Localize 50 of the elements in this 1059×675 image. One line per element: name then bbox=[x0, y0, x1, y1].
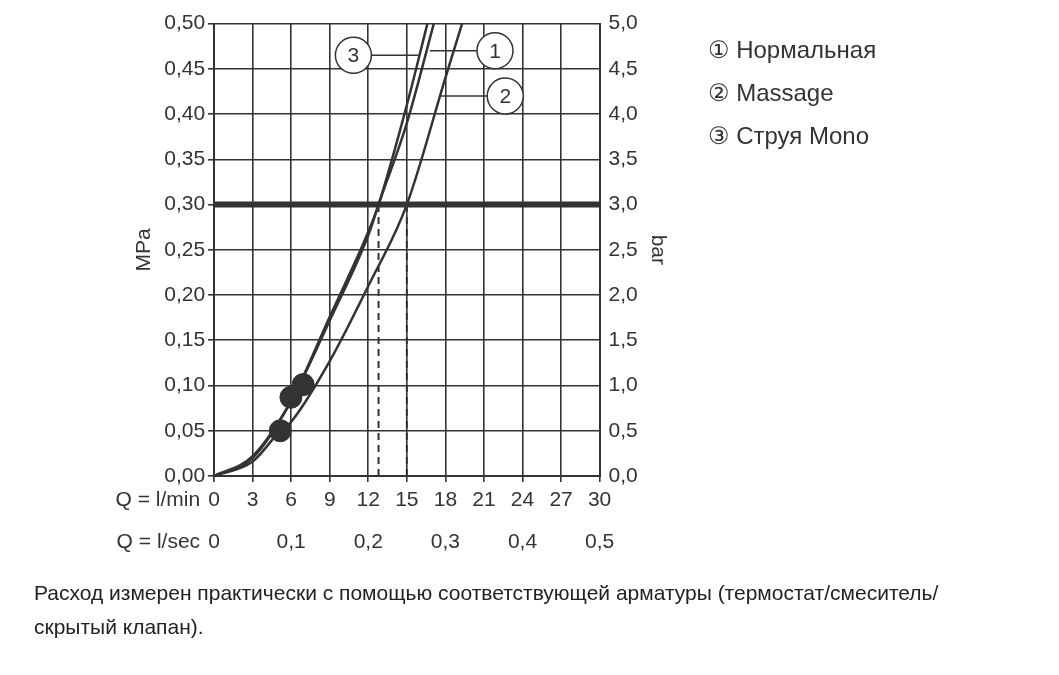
y2-tick-label: 4,5 bbox=[608, 55, 638, 79]
x2-tick-label: 0,5 bbox=[585, 528, 615, 552]
annotation: 1 bbox=[489, 38, 501, 62]
x-tick-label: 21 bbox=[472, 486, 496, 510]
x2-tick-label: 0 bbox=[208, 528, 220, 552]
x-tick-label: 12 bbox=[356, 486, 380, 510]
y2-tick-label: 0,0 bbox=[608, 462, 638, 486]
x-tick-label: 24 bbox=[510, 486, 535, 510]
y2-tick-label: 5,0 bbox=[608, 10, 638, 34]
x2-tick-label: 0,3 bbox=[430, 528, 460, 552]
y-tick-label: 0,35 bbox=[164, 146, 206, 170]
y2-tick-label: 2,5 bbox=[608, 236, 638, 260]
x-tick-label: 30 bbox=[587, 486, 612, 510]
text: ③ Струя Mono bbox=[708, 121, 870, 151]
y2-tick-label: 0,5 bbox=[608, 417, 638, 441]
text: Расход измерен практически с помощью соответствующей арматуры (термостат/смеситель/скрытый клапан). bbox=[33, 580, 940, 640]
x-tick-label: 27 bbox=[549, 486, 573, 510]
y-tick-label: 0,05 bbox=[164, 417, 206, 441]
annotation: 2 bbox=[499, 83, 512, 107]
y-tick-label: 0,45 bbox=[164, 55, 206, 79]
y2-tick-label: 1,0 bbox=[608, 372, 638, 396]
y2-tick-label: 1,5 bbox=[608, 327, 638, 351]
y2-tick-label: 3,0 bbox=[608, 191, 638, 215]
x-tick-label: 18 bbox=[433, 486, 458, 510]
annotation: 3 bbox=[347, 43, 360, 67]
text: ② Massage bbox=[708, 78, 835, 108]
x2-tick-label: 0,1 bbox=[276, 528, 306, 552]
x2-axis-title: Q = l/sec bbox=[116, 528, 201, 552]
y2-tick-label: 2,0 bbox=[608, 281, 638, 305]
y-tick-label: 0,40 bbox=[164, 100, 206, 124]
y-tick-label: 0,30 bbox=[164, 191, 206, 215]
x2-tick-label: 0,4 bbox=[507, 528, 538, 552]
y2-tick-label: 3,5 bbox=[608, 146, 638, 170]
y-tick-label: 0,10 bbox=[164, 372, 206, 396]
y2-tick-label: 4,0 bbox=[608, 100, 638, 124]
x-tick-label: 6 bbox=[285, 486, 298, 510]
y-tick-label: 0,25 bbox=[164, 236, 206, 260]
x-tick-label: 3 bbox=[246, 486, 259, 510]
x-axis-title: Q = l/min bbox=[115, 486, 201, 510]
x2-tick-label: 0,2 bbox=[353, 528, 383, 552]
text: ① Нормальная bbox=[708, 35, 877, 65]
y-axis-title: MPa bbox=[131, 227, 155, 272]
x-tick-label: 15 bbox=[395, 486, 419, 510]
y-tick-label: 0,15 bbox=[164, 327, 206, 351]
x-tick-label: 9 bbox=[323, 486, 336, 510]
x-tick-label: 0 bbox=[208, 486, 220, 510]
y-tick-label: 0,20 bbox=[164, 281, 206, 305]
y-tick-label: 0,50 bbox=[164, 10, 206, 34]
y-tick-label: 0,00 bbox=[164, 462, 206, 486]
y2-axis-title: bar bbox=[647, 234, 671, 265]
